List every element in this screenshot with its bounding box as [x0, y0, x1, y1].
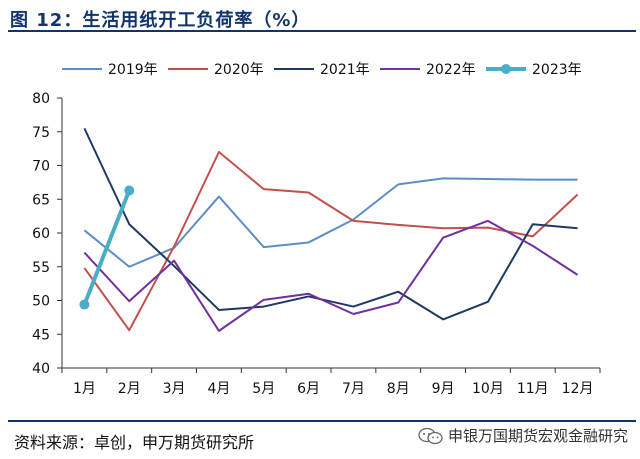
- series-line-2021年: [83, 127, 578, 321]
- y-tick-label: 80: [32, 91, 50, 107]
- series-lines: [79, 127, 579, 332]
- y-tick-label: 60: [32, 226, 50, 242]
- data-point-2023年: [79, 299, 90, 310]
- series-line-2023年: [82, 189, 132, 306]
- x-tick-label: 8月: [387, 381, 410, 397]
- x-tick-label: 11月: [517, 381, 549, 397]
- legend-label-2022年: 2022年: [426, 62, 476, 78]
- y-tick-label: 45: [32, 327, 50, 343]
- source-note: 资料来源：卓创，申万期货研究所: [14, 433, 255, 452]
- y-tick-label: 55: [32, 260, 50, 276]
- series-line-2022年: [83, 219, 579, 332]
- x-tick-label: 5月: [252, 381, 275, 397]
- x-tick-label: 12月: [562, 381, 594, 397]
- footer-rule: [8, 420, 636, 422]
- x-tick-label: 9月: [432, 381, 455, 397]
- watermark-text: 申银万国期货宏观金融研究: [447, 427, 628, 445]
- data-point-2023年: [124, 185, 135, 196]
- legend-label-2021年: 2021年: [320, 62, 370, 78]
- legend-label-2020年: 2020年: [214, 62, 264, 78]
- y-tick-label: 70: [32, 159, 50, 175]
- x-tick-label: 1月: [73, 381, 96, 397]
- x-axis: 1月 2月 3月 4月 5月 6月 7月 8月 9月 10月 11月 12月: [61, 367, 601, 397]
- y-tick-label: 50: [32, 294, 50, 310]
- chart-title: 图 12：生活用纸开工负荷率（%）: [10, 10, 311, 31]
- series-line-2019年: [83, 177, 578, 268]
- y-axis: 40 45 50 55 60 65 70 75 80: [32, 91, 63, 377]
- chart-legend: 2019年 2020年 2021年 2022年 2023年: [62, 62, 582, 78]
- y-tick-label: 40: [32, 361, 50, 377]
- wechat-icon: [418, 427, 443, 444]
- y-tick-label: 65: [32, 192, 50, 208]
- line-chart: 2019年 2020年 2021年 2022年 2023年 40 45 50 55 60 65 70…: [32, 62, 601, 397]
- x-tick-label: 7月: [342, 381, 365, 397]
- legend-label-2019年: 2019年: [108, 62, 158, 78]
- legend-marker-2023年: [501, 64, 511, 74]
- y-tick-label: 75: [32, 125, 50, 141]
- legend-label-2023年: 2023年: [532, 62, 582, 78]
- x-tick-label: 3月: [163, 381, 186, 397]
- x-tick-label: 10月: [472, 381, 504, 397]
- watermark: 申银万国期货宏观金融研究: [418, 425, 628, 446]
- title-underline: [8, 30, 636, 32]
- x-tick-label: 6月: [297, 381, 320, 397]
- x-tick-label: 4月: [207, 381, 230, 397]
- x-tick-label: 2月: [118, 381, 141, 397]
